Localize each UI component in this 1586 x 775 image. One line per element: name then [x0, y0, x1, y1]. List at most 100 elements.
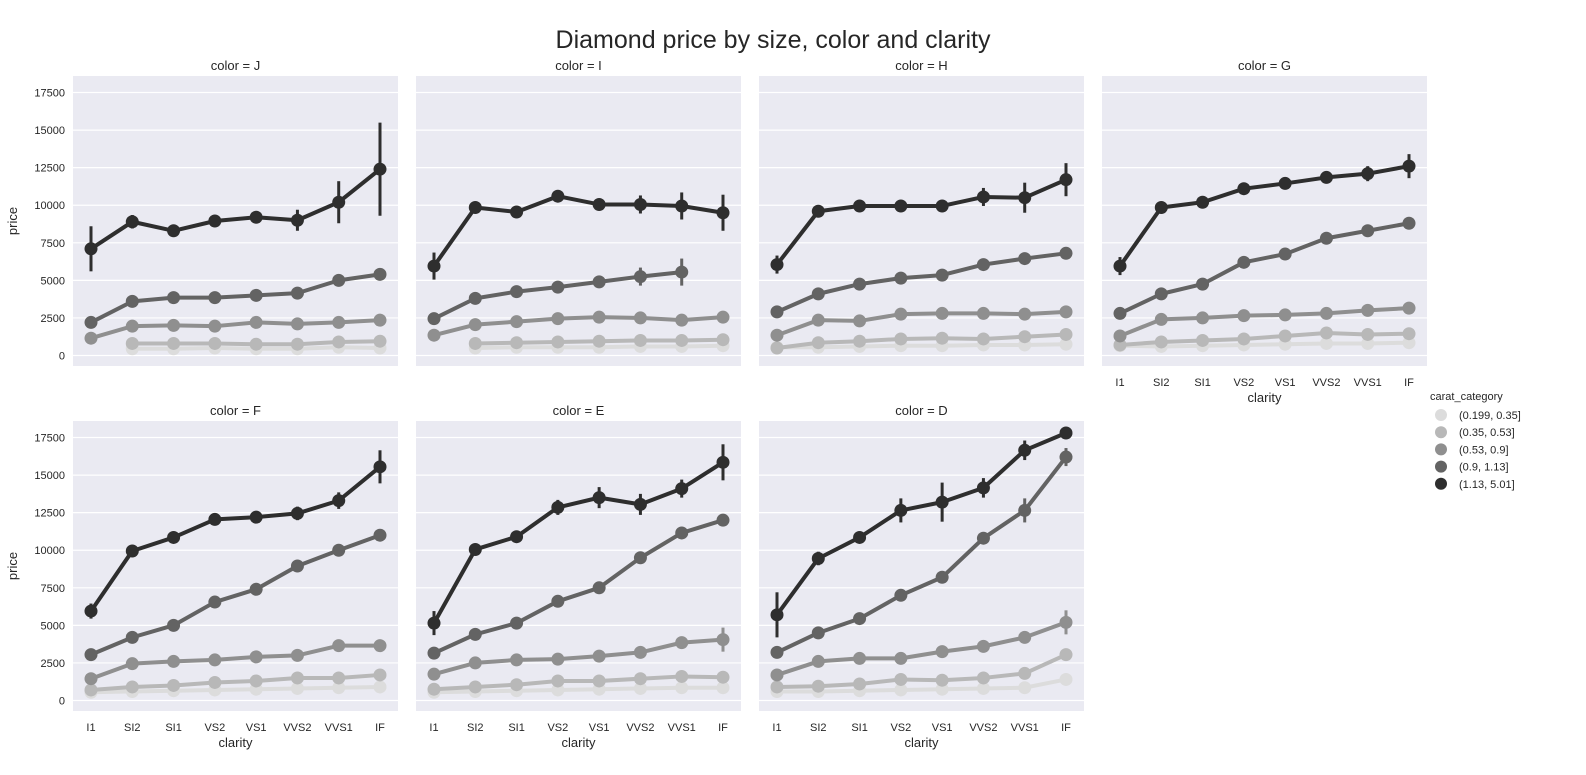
- data-point: [1018, 666, 1032, 680]
- data-point: [468, 542, 482, 556]
- facet-panels: color = J 0 2500 5000 7500 10000 12500 15000 175…: [5, 58, 1427, 750]
- data-point: [208, 214, 222, 228]
- data-point: [551, 652, 565, 666]
- data-point: [675, 265, 689, 279]
- series-line: [433, 637, 724, 677]
- series-group: [84, 639, 387, 686]
- data-point: [84, 604, 98, 618]
- data-point: [249, 510, 263, 524]
- data-point: [208, 512, 222, 526]
- series-line: [432, 460, 725, 625]
- data-point: [1361, 303, 1375, 317]
- data-point: [290, 337, 304, 351]
- x-axis-label: clarity: [562, 735, 596, 750]
- series-line: [775, 431, 1067, 617]
- data-point: [1018, 330, 1032, 344]
- data-point: [1059, 426, 1073, 440]
- data-point: [976, 258, 990, 272]
- data-point: [1361, 327, 1375, 341]
- data-point: [427, 259, 441, 273]
- series-line: [90, 684, 381, 695]
- data-point: [468, 200, 482, 214]
- x-tick-label: VS1: [589, 722, 610, 734]
- series-group: [427, 258, 689, 326]
- data-point: [592, 334, 606, 348]
- data-point: [976, 681, 990, 695]
- data-point: [510, 678, 524, 692]
- series-line: [432, 194, 724, 268]
- data-point: [1196, 333, 1210, 347]
- data-point: [894, 307, 908, 321]
- series-line: [776, 455, 1068, 655]
- data-point: [468, 656, 482, 670]
- legend-marker: [1435, 409, 1447, 421]
- data-point: [249, 337, 263, 351]
- data-point: [290, 648, 304, 662]
- data-point: [811, 626, 825, 640]
- data-point: [125, 657, 139, 671]
- data-point: [249, 210, 263, 224]
- y-tick-label: 2500: [41, 313, 65, 325]
- data-point: [894, 651, 908, 665]
- data-point: [332, 681, 346, 695]
- data-point: [510, 285, 524, 299]
- data-point: [716, 633, 730, 647]
- series-line: [776, 620, 1067, 677]
- data-point: [84, 242, 98, 256]
- data-point: [592, 275, 606, 289]
- series-group: [427, 627, 730, 681]
- data-point: [290, 506, 304, 520]
- data-point: [1154, 335, 1168, 349]
- legend-label: (0.9, 1.13]: [1459, 462, 1509, 474]
- data-point: [510, 205, 524, 219]
- data-point: [853, 530, 867, 544]
- data-point: [1402, 327, 1416, 341]
- series-group: [427, 310, 730, 342]
- y-tick-label: 12500: [34, 163, 65, 175]
- data-point: [1278, 329, 1292, 343]
- data-point: [373, 313, 387, 327]
- x-tick-label: VS1: [1275, 377, 1296, 389]
- data-point: [770, 305, 784, 319]
- data-point: [894, 271, 908, 285]
- data-point: [675, 681, 689, 695]
- data-point: [1237, 332, 1251, 346]
- data-point: [935, 570, 949, 584]
- data-point: [290, 671, 304, 685]
- data-point: [84, 315, 98, 329]
- data-point: [675, 482, 689, 496]
- data-point: [208, 291, 222, 305]
- data-point: [811, 679, 825, 693]
- data-point: [125, 319, 139, 333]
- data-point: [633, 311, 647, 325]
- data-point: [675, 313, 689, 327]
- series-group: [84, 122, 387, 272]
- data-point: [633, 197, 647, 211]
- data-point: [1402, 159, 1416, 173]
- legend-label: (0.53, 0.9]: [1459, 444, 1509, 456]
- legend-entry: (0.199, 0.35]: [1435, 409, 1521, 422]
- data-point: [208, 336, 222, 350]
- data-point: [290, 681, 304, 695]
- data-point: [811, 336, 825, 350]
- data-point: [1319, 231, 1333, 245]
- data-point: [208, 319, 222, 333]
- legend-label: (0.35, 0.53]: [1459, 427, 1515, 439]
- series-group: [770, 610, 1073, 682]
- data-point: [332, 639, 346, 653]
- data-point: [125, 336, 139, 350]
- data-point: [249, 288, 263, 302]
- data-point: [510, 315, 524, 329]
- data-point: [1018, 307, 1032, 321]
- data-point: [1196, 311, 1210, 325]
- series-line: [90, 272, 381, 325]
- data-point: [332, 543, 346, 557]
- data-point: [373, 460, 387, 474]
- data-point: [633, 551, 647, 565]
- data-point: [1018, 443, 1032, 457]
- data-point: [1059, 246, 1073, 260]
- data-point: [1196, 195, 1210, 209]
- data-point: [373, 528, 387, 542]
- data-point: [249, 674, 263, 688]
